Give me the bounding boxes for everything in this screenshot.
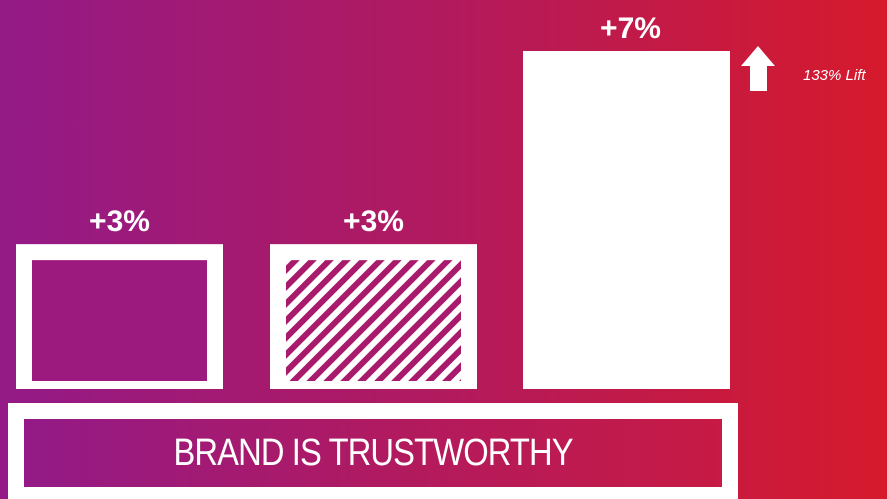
up-arrow-icon (741, 46, 775, 91)
bar-2-value-label: +3% (343, 205, 404, 238)
bar-2 (270, 244, 477, 389)
bar-3 (523, 51, 730, 389)
category-label: BRAND IS TRUSTWORTHY (173, 431, 573, 474)
category-label-fill: BRAND IS TRUSTWORTHY (24, 419, 722, 487)
bar-1-value-label: +3% (89, 205, 150, 238)
bar-1 (16, 244, 223, 389)
bar-3-value-label: +7% (600, 12, 661, 45)
lift-annotation: 133% Lift (741, 46, 866, 91)
lift-annotation-label: 133% Lift (803, 67, 866, 84)
category-label-box: BRAND IS TRUSTWORTHY (8, 403, 738, 499)
